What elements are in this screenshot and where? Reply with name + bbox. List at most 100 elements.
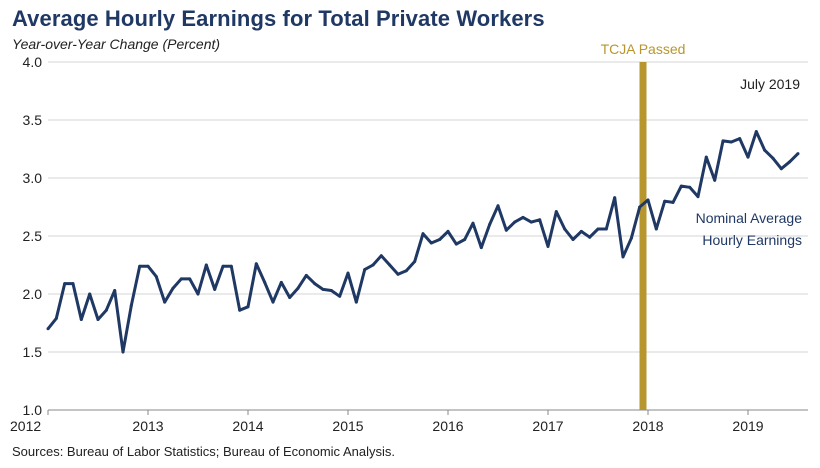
data-point	[379, 254, 383, 258]
data-point	[46, 327, 50, 331]
y-tick-label: 3.5	[23, 112, 43, 128]
data-point	[721, 139, 725, 143]
data-point	[713, 178, 717, 182]
data-point	[671, 200, 675, 204]
data-point	[596, 227, 600, 231]
data-point	[554, 210, 558, 214]
data-point	[171, 286, 175, 290]
data-point	[704, 155, 708, 159]
data-point	[646, 198, 650, 202]
series-label-line-2: Hourly Earnings	[702, 232, 802, 248]
data-point	[188, 277, 192, 281]
data-point	[204, 263, 208, 267]
data-point	[571, 238, 575, 241]
data-point	[154, 275, 158, 279]
data-point	[454, 242, 458, 246]
data-point	[96, 318, 100, 321]
data-point	[271, 300, 275, 304]
series-label-line-1: Nominal Average	[696, 210, 803, 226]
data-point	[604, 227, 608, 231]
data-point	[338, 294, 342, 298]
x-tick-label: 2014	[232, 418, 263, 434]
data-point	[104, 308, 108, 312]
data-points	[46, 130, 800, 354]
data-point	[496, 204, 500, 208]
source-note: Sources: Bureau of Labor Statistics; Bur…	[12, 444, 395, 459]
data-point	[163, 300, 167, 304]
data-point	[696, 195, 700, 199]
x-axis-ticks: 2012 2013 2014 2015 2016 2017 2018 2019	[10, 410, 764, 434]
data-point	[479, 246, 483, 250]
data-point	[196, 292, 200, 296]
data-point	[138, 264, 142, 268]
data-point	[296, 286, 300, 290]
x-tick-label: 2013	[132, 418, 163, 434]
x-tick-label: 2017	[532, 418, 563, 434]
data-point	[413, 260, 417, 263]
data-point	[688, 185, 692, 189]
y-tick-label: 1.0	[23, 402, 43, 418]
data-point	[221, 264, 225, 268]
data-point	[371, 263, 375, 267]
x-tick-label: 2015	[332, 418, 363, 434]
data-point	[513, 220, 517, 224]
tcja-label: TCJA Passed	[601, 41, 686, 57]
data-point	[663, 199, 667, 203]
data-point	[279, 280, 283, 284]
x-tick-label: 2012	[10, 418, 41, 434]
y-tick-label: 2.5	[23, 228, 43, 244]
data-point	[329, 289, 333, 292]
data-point	[363, 268, 367, 272]
data-point	[654, 227, 658, 231]
data-point	[129, 304, 133, 308]
series-line-nominal-earnings	[46, 130, 800, 354]
data-point	[354, 300, 358, 304]
data-point	[538, 218, 542, 222]
data-point	[629, 236, 633, 240]
data-point	[521, 215, 525, 219]
data-point	[113, 289, 117, 292]
data-point	[438, 238, 442, 241]
gridlines	[48, 61, 808, 353]
data-point	[63, 282, 67, 286]
data-point	[246, 305, 250, 309]
data-point	[229, 264, 233, 268]
data-point	[238, 308, 242, 312]
data-point	[613, 196, 617, 200]
data-point	[588, 235, 592, 239]
data-point	[471, 221, 475, 225]
data-point	[771, 156, 775, 160]
data-point	[388, 263, 392, 267]
x-tick-label: 2019	[732, 418, 763, 434]
x-tick-label: 2016	[432, 418, 463, 434]
data-point	[346, 271, 350, 275]
data-point	[504, 228, 508, 232]
data-point	[679, 184, 683, 188]
data-point	[79, 318, 83, 321]
data-point	[88, 292, 92, 296]
data-point	[263, 280, 267, 284]
data-point	[213, 287, 217, 291]
data-point	[396, 272, 400, 276]
y-axis-ticks: 1.0 1.5 2.0 2.5 3.0 3.5 4.0	[23, 54, 43, 418]
data-point	[763, 148, 767, 152]
chart-title: Average Hourly Earnings for Total Privat…	[12, 6, 545, 31]
data-point	[288, 296, 292, 299]
data-point	[779, 167, 783, 171]
date-annotation: July 2019	[740, 76, 800, 92]
y-tick-label: 4.0	[23, 54, 43, 70]
data-point	[404, 269, 408, 273]
data-point	[321, 287, 325, 291]
data-point	[796, 152, 800, 156]
data-point	[463, 238, 467, 241]
data-point	[621, 255, 625, 259]
data-point	[579, 229, 583, 233]
data-point	[638, 205, 642, 209]
chart-subtitle: Year-over-Year Change (Percent)	[12, 36, 221, 52]
data-point	[146, 264, 150, 268]
data-point	[488, 222, 492, 226]
data-point	[54, 316, 58, 320]
data-point	[563, 227, 567, 231]
data-point	[738, 137, 742, 141]
